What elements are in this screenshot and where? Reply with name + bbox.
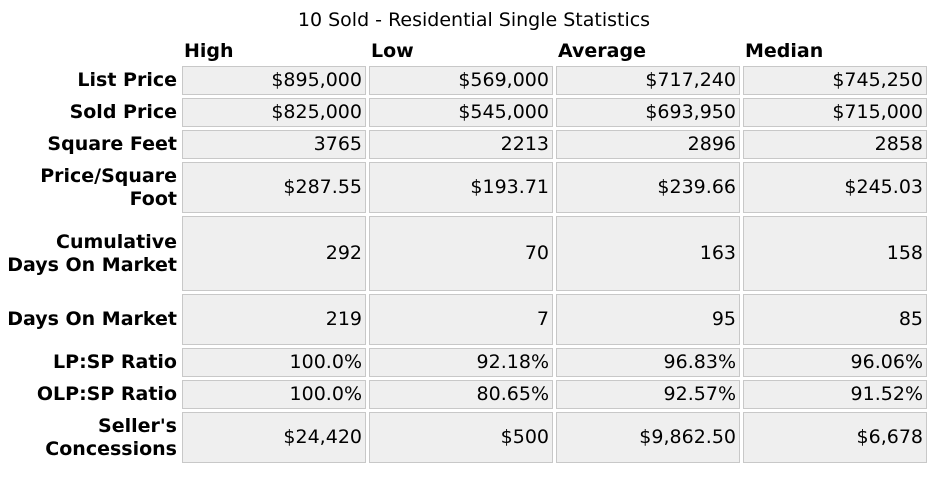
table-cell: $895,000 (182, 66, 366, 95)
statistics-table: High Low Average Median List Price $895,… (0, 36, 930, 466)
table-cell: $6,678 (743, 412, 927, 463)
table-row: Sold Price $825,000 $545,000 $693,950 $7… (3, 98, 927, 127)
table-row: Price/Square Foot $287.55 $193.71 $239.6… (3, 162, 927, 213)
table-cell: 292 (182, 216, 366, 291)
table-row: Cumulative Days On Market 292 70 163 158 (3, 216, 927, 291)
column-header-high: High (184, 40, 234, 62)
table-cell: 2896 (556, 130, 740, 159)
table-cell: 3765 (182, 130, 366, 159)
table-row: Square Feet 3765 2213 2896 2858 (3, 130, 927, 159)
table-cell: $825,000 (182, 98, 366, 127)
row-label-sold-price: Sold Price (69, 101, 177, 123)
table-cell: 92.57% (556, 380, 740, 409)
row-label-days-on-market: Days On Market (7, 308, 177, 330)
table-cell: 163 (556, 216, 740, 291)
table-row: LP:SP Ratio 100.0% 92.18% 96.83% 96.06% (3, 348, 927, 377)
table-cell: $287.55 (182, 162, 366, 213)
row-label-lp-sp-ratio: LP:SP Ratio (53, 351, 177, 373)
table-cell: 96.06% (743, 348, 927, 377)
table-cell: 80.65% (369, 380, 553, 409)
table-cell: $745,250 (743, 66, 927, 95)
table-cell: $193.71 (369, 162, 553, 213)
page-title: 10 Sold - Residential Single Statistics (297, 9, 651, 31)
table-cell: $500 (369, 412, 553, 463)
table-cell: 96.83% (556, 348, 740, 377)
column-header-average: Average (558, 40, 646, 62)
table-cell: 219 (182, 294, 366, 345)
row-label-list-price: List Price (77, 69, 177, 91)
row-label-sellers-concessions: Seller's Concessions (45, 414, 177, 460)
table-row: Seller's Concessions $24,420 $500 $9,862… (3, 412, 927, 463)
corner-cell (3, 39, 179, 63)
table-cell: 100.0% (182, 348, 366, 377)
table-cell: 70 (369, 216, 553, 291)
column-header-low: Low (371, 40, 414, 62)
table-cell: 158 (743, 216, 927, 291)
row-label-olp-sp-ratio: OLP:SP Ratio (36, 383, 177, 405)
table-cell: 7 (369, 294, 553, 345)
table-cell: 2858 (743, 130, 927, 159)
table-cell: $245.03 (743, 162, 927, 213)
table-cell: 85 (743, 294, 927, 345)
table-cell: 2213 (369, 130, 553, 159)
table-cell: 95 (556, 294, 740, 345)
row-label-square-feet: Square Feet (47, 133, 177, 155)
table-cell: 91.52% (743, 380, 927, 409)
table-cell: $569,000 (369, 66, 553, 95)
header-row: High Low Average Median (3, 39, 927, 63)
table-cell: $715,000 (743, 98, 927, 127)
table-cell: $24,420 (182, 412, 366, 463)
row-label-cumulative-days-on-market: Cumulative Days On Market (7, 230, 177, 276)
table-cell: 92.18% (369, 348, 553, 377)
table-cell: $545,000 (369, 98, 553, 127)
table-cell: $9,862.50 (556, 412, 740, 463)
table-row: Days On Market 219 7 95 85 (3, 294, 927, 345)
table-cell: 100.0% (182, 380, 366, 409)
table-cell: $239.66 (556, 162, 740, 213)
column-header-median: Median (745, 40, 824, 62)
table-cell: $693,950 (556, 98, 740, 127)
table-row: OLP:SP Ratio 100.0% 80.65% 92.57% 91.52% (3, 380, 927, 409)
table-cell: $717,240 (556, 66, 740, 95)
row-label-price-per-square-foot: Price/Square Foot (40, 164, 177, 210)
table-row: List Price $895,000 $569,000 $717,240 $7… (3, 66, 927, 95)
